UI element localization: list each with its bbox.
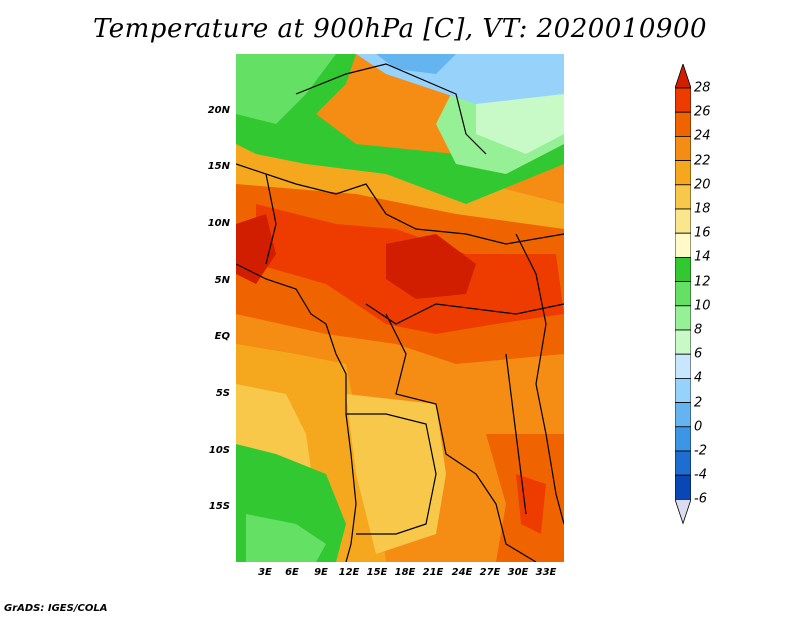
border-sahel: [236, 163, 564, 245]
colorbar-label: 18: [694, 201, 711, 217]
colorbar-label: 14: [694, 249, 711, 265]
colorbar-label: -4: [694, 467, 707, 483]
colorbar-label: 8: [694, 322, 703, 338]
lon-label-3e: 3E: [258, 567, 272, 578]
field-green-12: [236, 54, 336, 124]
colorbar-box: [675, 305, 691, 331]
lat-label-10n: 10N: [207, 218, 230, 229]
colorbar-box: [675, 329, 691, 355]
colorbar-box: [675, 426, 691, 452]
colorbar-under-triangle: [675, 499, 691, 525]
colorbar-label: 0: [694, 419, 703, 435]
colorbar: [675, 64, 691, 525]
field-west-28: [236, 214, 276, 284]
border-lake: [505, 353, 527, 515]
colorbar-box: [675, 256, 691, 282]
colorbar-label: -2: [694, 443, 707, 459]
field-sw-green-12: [246, 514, 326, 562]
footer-credit: GrADS: IGES/COLA: [4, 603, 108, 614]
colorbar-over-triangle: [675, 64, 691, 89]
field-peak-28: [386, 234, 476, 299]
lon-label-9e: 9E: [314, 567, 328, 578]
lon-label-27e: 27E: [479, 567, 501, 578]
border-angola: [346, 413, 437, 535]
colorbar-box: [675, 208, 691, 234]
field-angola-20: [346, 394, 446, 554]
colorbar-label: 28: [694, 80, 711, 96]
colorbar-label: 24: [694, 128, 711, 144]
colorbar-label: 10: [694, 298, 711, 314]
colorbar-box: [675, 184, 691, 210]
map-canvas: [236, 54, 564, 562]
border-east: [515, 233, 564, 525]
colorbar-box: [675, 377, 691, 403]
field-se-26: [516, 474, 546, 534]
colorbar-label: 4: [694, 370, 703, 386]
border-north: [295, 63, 487, 155]
lat-label-eq: EQ: [214, 331, 230, 342]
colorbar-box: [675, 111, 691, 137]
colorbar-box: [675, 474, 691, 500]
lat-label-10s: 10S: [208, 445, 230, 456]
colorbar-label: -6: [694, 491, 707, 507]
colorbar-box: [675, 160, 691, 186]
country-borders: [236, 63, 564, 562]
lat-label-5n: 5N: [214, 275, 230, 286]
colorbar-label: 20: [694, 177, 711, 193]
lon-label-30e: 30E: [507, 567, 529, 578]
colorbar-box: [675, 281, 691, 307]
lat-label-5s: 5S: [215, 388, 230, 399]
chart-title: Temperature at 900hPa [C], VT: 202001090…: [92, 14, 708, 44]
lat-label-15s: 15S: [208, 501, 230, 512]
border-congo: [385, 313, 537, 562]
colorbar-label: 2: [694, 395, 703, 411]
temperature-map: [236, 54, 564, 562]
coastline: [236, 263, 357, 562]
lat-label-20n: 20N: [207, 105, 230, 116]
border-west: [265, 173, 277, 265]
lon-label-33e: 33E: [535, 567, 557, 578]
colorbar-box: [675, 136, 691, 162]
colorbar-label: 12: [694, 274, 711, 290]
border-central: [365, 303, 564, 325]
lon-label-21e: 21E: [422, 567, 444, 578]
field-cool-6: [376, 54, 456, 74]
colorbar-label: 16: [694, 225, 711, 241]
lon-label-12e: 12E: [338, 567, 360, 578]
lat-label-15n: 15N: [207, 161, 230, 172]
lon-label-18e: 18E: [394, 567, 416, 578]
colorbar-box: [675, 450, 691, 476]
colorbar-box: [675, 232, 691, 258]
colorbar-label: 22: [694, 153, 711, 169]
colorbar-box: [675, 402, 691, 428]
lon-label-24e: 24E: [451, 567, 473, 578]
colorbar-label: 26: [694, 104, 711, 120]
colorbar-box: [675, 87, 691, 113]
lon-label-15e: 15E: [366, 567, 388, 578]
lon-label-6e: 6E: [285, 567, 299, 578]
colorbar-box: [675, 353, 691, 379]
colorbar-label: 6: [694, 346, 703, 362]
